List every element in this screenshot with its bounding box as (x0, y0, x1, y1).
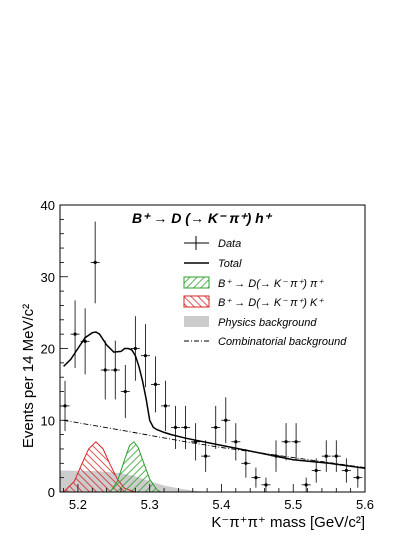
data-point (70, 300, 80, 368)
x-tick-label: 5.5 (284, 497, 302, 512)
legend-label-total: Total (218, 258, 242, 270)
y-axis-title: Events per 14 MeV/c² (20, 304, 37, 448)
data-point (171, 405, 181, 449)
data-point (311, 458, 321, 483)
data-point (353, 467, 363, 488)
x-tick-label: 5.6 (356, 497, 374, 512)
data-marker (254, 476, 258, 480)
data-marker (324, 454, 328, 458)
total-curve (63, 331, 366, 470)
data-point (100, 340, 110, 400)
data-point (120, 365, 130, 419)
y-tick-label: 30 (41, 270, 55, 285)
legend-item-k: B⁺ → D(→ K⁻ π⁺) K⁺ (183, 295, 324, 309)
y-tick-label: 10 (41, 413, 55, 428)
x-tick-label: 5.3 (141, 497, 159, 512)
y-tick-label: 40 (41, 198, 55, 213)
x-axis-title: K⁻π⁺π⁺ mass [GeV/c²] (211, 514, 365, 531)
data-marker (264, 483, 268, 487)
data-marker (123, 389, 127, 394)
chart-title: B⁺ → D (→ K⁻ π⁺) h⁺ (132, 210, 273, 226)
data-marker (103, 368, 107, 372)
data-marker (274, 454, 278, 458)
y-tick-label: 0 (48, 485, 55, 500)
data-point (301, 477, 311, 492)
data-point (331, 440, 341, 472)
data-marker (224, 418, 228, 422)
data-point (80, 308, 90, 375)
legend-item-physics: Physics background (184, 316, 317, 329)
data-point (281, 423, 291, 461)
data-point (261, 477, 271, 492)
x-tick-label: 5.2 (69, 497, 87, 512)
y-tick-label: 20 (41, 342, 55, 357)
data-marker (234, 440, 238, 444)
plot-frame (59, 204, 366, 493)
data-marker (183, 425, 188, 430)
data-point (90, 221, 100, 304)
legend-label-pi: B⁺ → D(→ K⁻ π⁺) π⁺ (218, 278, 324, 290)
data-point (241, 448, 251, 478)
data-marker (334, 454, 338, 458)
data-point (150, 356, 160, 413)
data-point (291, 423, 301, 461)
data-marker (163, 404, 168, 408)
data-point (221, 397, 231, 444)
legend-label-physics: Physics background (218, 317, 317, 329)
data-point (140, 324, 150, 388)
legend-item-combinatorial: Combinatorial background (184, 336, 347, 348)
data-marker (113, 368, 117, 372)
data-point (211, 405, 221, 449)
data-marker (204, 454, 208, 458)
data-point (130, 316, 140, 381)
legend-item-total: Total (184, 258, 242, 270)
pi-component-area (109, 441, 163, 493)
data-marker (173, 425, 178, 430)
data-marker (294, 440, 298, 444)
legend-item-pi: B⁺ → D(→ K⁻ π⁺) π⁺ (183, 276, 324, 290)
x-tick-label: 5.4 (212, 497, 230, 512)
data-point (231, 423, 241, 461)
data-point (251, 467, 261, 488)
legend: Data Total B⁺ → D(→ K⁻ π⁺) π⁺ B⁺ → D(→ K… (183, 236, 347, 348)
data-point (341, 458, 351, 483)
legend-label-combinatorial: Combinatorial background (218, 336, 347, 348)
data-marker (314, 468, 318, 473)
data-marker (93, 260, 97, 264)
data-point (160, 380, 170, 432)
data-point (110, 340, 120, 400)
legend-label-k: B⁺ → D(→ K⁻ π⁺) K⁺ (218, 297, 324, 309)
data-marker (214, 425, 218, 430)
data-marker (284, 440, 288, 444)
data-marker (356, 476, 360, 480)
data-point (181, 405, 191, 449)
data-point (201, 440, 211, 472)
data-marker (133, 346, 137, 351)
data-marker (83, 339, 87, 343)
data-marker (153, 382, 158, 386)
legend-item-data: Data (184, 236, 241, 250)
data-marker (304, 483, 308, 487)
data-point (191, 423, 201, 461)
data-marker (143, 354, 147, 358)
combinatorial-curve (63, 419, 366, 469)
data-marker (344, 468, 348, 473)
data-marker (73, 332, 77, 336)
data-marker (194, 440, 198, 444)
data-point (271, 440, 281, 472)
data-marker (244, 461, 248, 465)
legend-label-data: Data (218, 238, 241, 250)
data-point (321, 440, 331, 472)
data-marker (63, 404, 67, 408)
